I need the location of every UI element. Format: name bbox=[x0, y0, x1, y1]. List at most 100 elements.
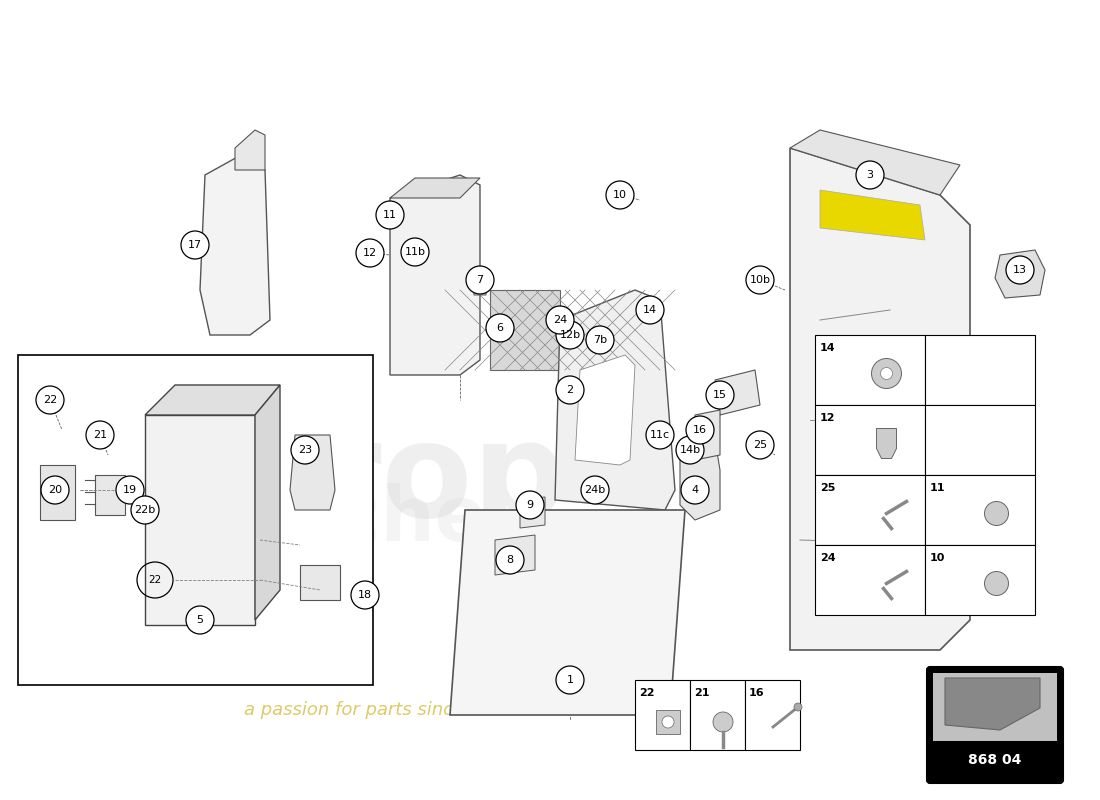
Text: 8: 8 bbox=[506, 555, 514, 565]
Polygon shape bbox=[790, 130, 960, 195]
Circle shape bbox=[636, 296, 664, 324]
Bar bbox=[925, 545, 1035, 615]
Polygon shape bbox=[290, 435, 336, 510]
Bar bbox=[815, 545, 925, 615]
Circle shape bbox=[516, 491, 544, 519]
Circle shape bbox=[880, 367, 892, 379]
Polygon shape bbox=[520, 497, 544, 528]
Text: 5: 5 bbox=[197, 615, 204, 625]
Text: 15: 15 bbox=[713, 390, 727, 400]
Text: 14: 14 bbox=[820, 343, 836, 353]
Text: europ: europ bbox=[133, 417, 566, 543]
Text: 24: 24 bbox=[553, 315, 568, 325]
Bar bbox=[815, 405, 925, 475]
Circle shape bbox=[466, 266, 494, 294]
Text: 21: 21 bbox=[92, 430, 107, 440]
Bar bbox=[690, 680, 745, 750]
Text: 22: 22 bbox=[43, 395, 57, 405]
Circle shape bbox=[86, 421, 114, 449]
Text: 14: 14 bbox=[642, 305, 657, 315]
Circle shape bbox=[586, 326, 614, 354]
Circle shape bbox=[546, 306, 574, 334]
Circle shape bbox=[292, 436, 319, 464]
Circle shape bbox=[41, 476, 69, 504]
Polygon shape bbox=[695, 410, 721, 460]
Polygon shape bbox=[820, 190, 925, 240]
Polygon shape bbox=[390, 175, 480, 375]
Text: 10: 10 bbox=[613, 190, 627, 200]
Polygon shape bbox=[495, 535, 535, 575]
Polygon shape bbox=[592, 330, 608, 350]
Text: 18: 18 bbox=[358, 590, 372, 600]
Text: 4: 4 bbox=[692, 485, 698, 495]
Circle shape bbox=[182, 231, 209, 259]
Bar bbox=[745, 680, 800, 750]
Text: 12: 12 bbox=[363, 248, 377, 258]
Polygon shape bbox=[235, 130, 265, 170]
Text: 22: 22 bbox=[148, 575, 162, 585]
Text: 11c: 11c bbox=[650, 430, 670, 440]
Text: 22: 22 bbox=[639, 688, 654, 698]
Polygon shape bbox=[145, 385, 280, 415]
Text: 25: 25 bbox=[752, 440, 767, 450]
Circle shape bbox=[556, 666, 584, 694]
Circle shape bbox=[856, 161, 884, 189]
Text: 3: 3 bbox=[867, 170, 873, 180]
Circle shape bbox=[681, 476, 710, 504]
Bar bbox=[925, 475, 1035, 545]
Bar bbox=[656, 710, 680, 734]
Text: 14b: 14b bbox=[680, 445, 701, 455]
Text: 24b: 24b bbox=[584, 485, 606, 495]
Text: 11b: 11b bbox=[405, 247, 426, 257]
FancyBboxPatch shape bbox=[927, 667, 1063, 783]
Circle shape bbox=[486, 314, 514, 342]
Circle shape bbox=[871, 358, 902, 389]
Polygon shape bbox=[680, 440, 720, 520]
Bar bbox=[635, 680, 690, 750]
Text: 17: 17 bbox=[188, 240, 202, 250]
Text: 2: 2 bbox=[566, 385, 573, 395]
Circle shape bbox=[676, 436, 704, 464]
Circle shape bbox=[376, 201, 404, 229]
Circle shape bbox=[984, 571, 1009, 595]
Text: 20: 20 bbox=[48, 485, 62, 495]
Circle shape bbox=[706, 381, 734, 409]
Polygon shape bbox=[575, 355, 635, 465]
Text: 16: 16 bbox=[749, 688, 764, 698]
Circle shape bbox=[556, 321, 584, 349]
Polygon shape bbox=[790, 148, 970, 650]
Polygon shape bbox=[556, 290, 675, 510]
Text: 25: 25 bbox=[820, 483, 835, 493]
Circle shape bbox=[581, 476, 609, 504]
Bar bbox=[815, 475, 925, 545]
Text: 7: 7 bbox=[476, 275, 484, 285]
Polygon shape bbox=[390, 178, 480, 198]
Circle shape bbox=[186, 606, 214, 634]
Bar bbox=[18, 355, 373, 685]
Circle shape bbox=[131, 496, 160, 524]
Circle shape bbox=[984, 502, 1009, 526]
Text: 12b: 12b bbox=[560, 330, 581, 340]
Polygon shape bbox=[95, 475, 125, 515]
Circle shape bbox=[713, 712, 733, 732]
Polygon shape bbox=[450, 510, 685, 715]
Text: 6: 6 bbox=[496, 323, 504, 333]
Text: 13: 13 bbox=[1013, 265, 1027, 275]
Polygon shape bbox=[472, 275, 488, 295]
Polygon shape bbox=[877, 429, 896, 458]
Circle shape bbox=[356, 239, 384, 267]
Circle shape bbox=[606, 181, 634, 209]
Circle shape bbox=[686, 416, 714, 444]
Text: 10b: 10b bbox=[749, 275, 770, 285]
Circle shape bbox=[36, 386, 64, 414]
Circle shape bbox=[662, 716, 674, 728]
Text: 23: 23 bbox=[298, 445, 312, 455]
Bar bbox=[815, 335, 925, 405]
Bar bbox=[490, 290, 560, 370]
Polygon shape bbox=[40, 465, 75, 520]
Circle shape bbox=[351, 581, 380, 609]
Circle shape bbox=[496, 546, 524, 574]
Text: 1: 1 bbox=[566, 675, 573, 685]
Circle shape bbox=[794, 703, 802, 711]
Circle shape bbox=[116, 476, 144, 504]
